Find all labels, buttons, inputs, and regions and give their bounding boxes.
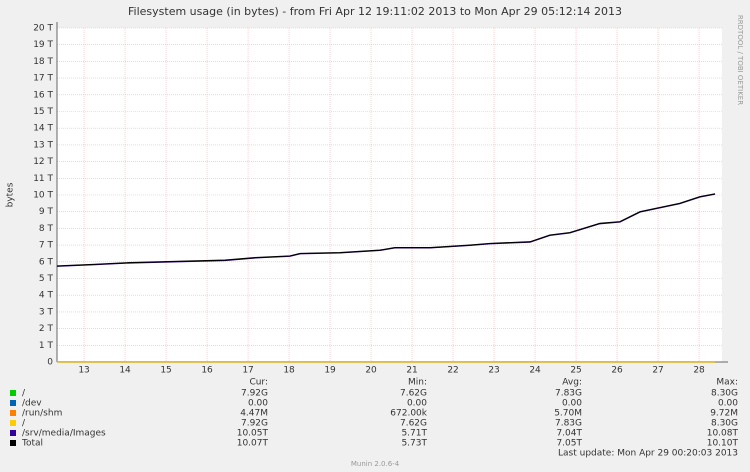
y-tick-label: 9 T [39, 207, 54, 217]
legend-entry: Total [21, 439, 43, 449]
legend-stat: 5.73T [401, 439, 427, 449]
legend-stat: 8.30G [711, 419, 738, 429]
legend-stat: 9.72M [710, 409, 738, 419]
x-tick-label: 21 [406, 366, 417, 376]
legend-stat: 10.05T [237, 429, 269, 439]
y-tick-label: 17 T [33, 74, 53, 84]
legend-entry: /srv/media/Images [22, 429, 106, 439]
y-tick-label: 7 T [39, 241, 54, 251]
x-tick-label: 22 [447, 366, 458, 376]
y-tick-label: 18 T [33, 57, 53, 67]
legend-swatch [10, 440, 16, 446]
legend-swatch [10, 430, 16, 436]
legend-stat: 7.04T [556, 429, 582, 439]
legend-swatch [10, 420, 16, 426]
y-tick-label: 3 T [39, 307, 54, 317]
legend-column-header: Cur: [249, 378, 268, 388]
y-tick-label: 6 T [39, 257, 54, 267]
legend-stat: 4.47M [240, 409, 268, 419]
legend-stat: 7.62G [400, 389, 427, 399]
y-tick-label: 16 T [33, 90, 53, 100]
chart-title: Filesystem usage (in bytes) - from Fri A… [128, 5, 622, 18]
legend-swatch [10, 390, 16, 396]
y-tick-label: 2 T [39, 324, 54, 334]
legend-stat: 0.00 [248, 399, 268, 409]
y-tick-label: 13 T [33, 140, 53, 150]
x-tick-label: 16 [201, 366, 213, 376]
legend-column-header: Max: [716, 378, 738, 388]
y-tick-label: 8 T [39, 224, 54, 234]
y-axis-label: bytes [6, 182, 16, 207]
x-tick-label: 28 [693, 366, 705, 376]
generator: Munin 2.0.6-4 [351, 460, 400, 468]
legend-entry: /run/shm [22, 409, 62, 419]
y-tick-label: 12 T [33, 157, 53, 167]
legend-stat: 7.83G [555, 389, 582, 399]
legend-entry: / [22, 419, 26, 429]
legend-stat: 5.71T [401, 429, 427, 439]
x-tick-label: 14 [119, 366, 131, 376]
y-tick-label: 20 T [33, 24, 53, 34]
legend-stat: 7.92G [241, 419, 268, 429]
legend-stat: 10.07T [237, 439, 269, 449]
x-tick-label: 26 [611, 366, 623, 376]
legend-entry: /dev [22, 399, 42, 409]
x-tick-label: 13 [78, 366, 89, 376]
last-update: Last update: Mon Apr 29 00:20:03 2013 [558, 449, 738, 459]
x-tick-label: 23 [488, 366, 499, 376]
legend-stat: 7.92G [241, 389, 268, 399]
y-tick-label: 15 T [33, 107, 53, 117]
legend-stat: 0.00 [407, 399, 427, 409]
y-tick-label: 19 T [33, 40, 53, 50]
y-tick-label: 14 T [33, 124, 53, 134]
y-tick-label: 5 T [39, 274, 54, 284]
y-tick-label: 10 T [33, 191, 53, 201]
y-tick-label: 11 T [33, 174, 53, 184]
legend-swatch [10, 400, 16, 406]
legend-stat: 0.00 [562, 399, 582, 409]
x-tick-label: 19 [324, 366, 336, 376]
x-tick-label: 18 [283, 366, 295, 376]
x-tick-label: 25 [570, 366, 581, 376]
legend-swatch [10, 410, 16, 416]
legend-column-header: Min: [408, 378, 427, 388]
legend-stat: 10.08T [707, 429, 739, 439]
legend-entry: / [22, 389, 26, 399]
x-tick-label: 15 [160, 366, 171, 376]
x-tick-label: 24 [529, 366, 541, 376]
watermark: RRDTOOL / TOBI OETIKER [736, 15, 744, 105]
x-tick-label: 20 [365, 366, 377, 376]
legend-stat: 7.05T [556, 439, 582, 449]
y-tick-label: 4 T [39, 291, 54, 301]
legend-stat: 7.62G [400, 419, 427, 429]
legend-stat: 0.00 [718, 399, 738, 409]
y-tick-label: 0 [47, 358, 53, 368]
series-line [56, 193, 716, 267]
legend-column-header: Avg: [562, 378, 582, 388]
x-tick-label: 27 [652, 366, 663, 376]
y-tick-label: 1 T [39, 341, 54, 351]
legend-stat: 10.10T [707, 439, 739, 449]
x-tick-label: 17 [242, 366, 253, 376]
legend-stat: 5.70M [554, 409, 582, 419]
legend-stat: 7.83G [555, 419, 582, 429]
legend-stat: 8.30G [711, 389, 738, 399]
legend-stat: 672.00k [390, 409, 427, 419]
